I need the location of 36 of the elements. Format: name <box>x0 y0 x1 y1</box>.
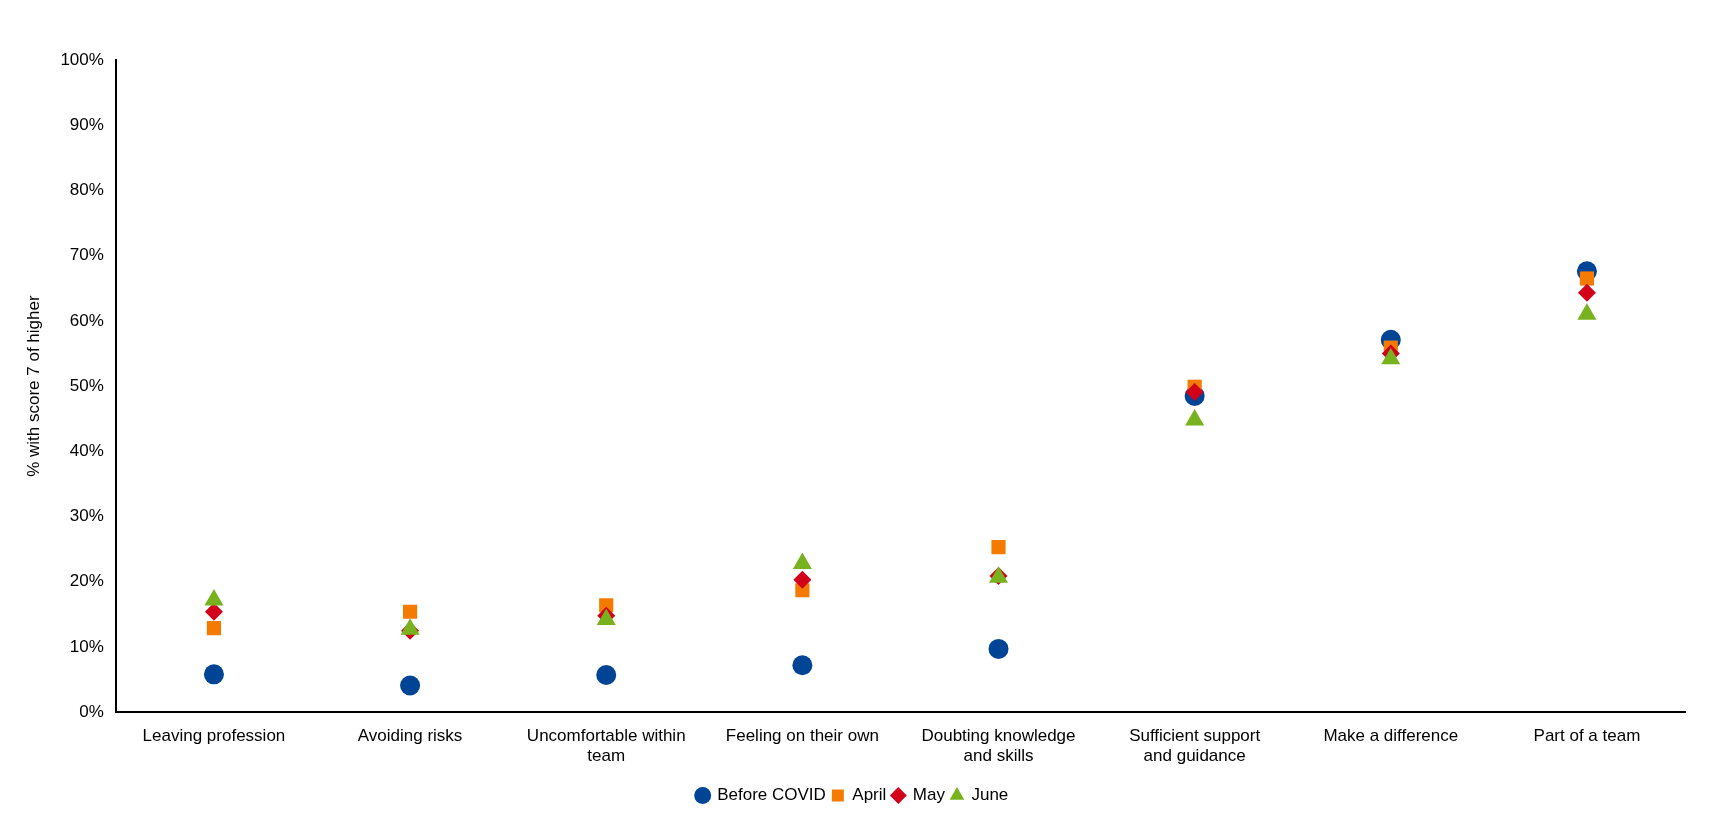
y-tick-label: 50% <box>69 375 104 395</box>
x-tick-label: Sufficient support and guidance <box>1129 726 1261 766</box>
point <box>400 675 421 696</box>
x-tick-label: Feeling on their own <box>725 726 879 746</box>
x-tick-label: Leaving profession <box>142 726 286 746</box>
x-tick-label: Make a difference <box>1323 726 1459 746</box>
legend-label: June <box>971 785 1009 805</box>
point <box>793 570 812 589</box>
y-tick-label: 100% <box>60 49 104 69</box>
point <box>206 621 222 636</box>
point <box>1185 382 1204 401</box>
point <box>1579 271 1594 286</box>
x-tick-label: Part of a team <box>1533 726 1641 746</box>
y-tick-label: 90% <box>69 114 104 134</box>
y-tick-label: 20% <box>69 571 104 591</box>
y-tick-label: 30% <box>69 506 104 526</box>
x-tick-label: Uncomfortable within team <box>526 726 686 766</box>
point <box>988 638 1009 659</box>
point <box>792 655 813 676</box>
legend-label: Before COVID <box>717 785 826 805</box>
y-tick-label: 0% <box>79 701 104 721</box>
legend-label: April <box>852 785 887 805</box>
y-tick-label: 10% <box>69 636 104 656</box>
point <box>596 665 617 686</box>
legend-label: May <box>912 785 946 805</box>
point <box>991 540 1006 555</box>
x-tick-label: Doubting knowledge and skills <box>921 726 1076 766</box>
y-tick-label: 40% <box>69 441 104 461</box>
y-axis-title: % with score 7 of higher <box>23 295 43 477</box>
y-tick-label: 70% <box>69 245 104 265</box>
y-tick-label: 80% <box>69 180 104 200</box>
y-tick-label: 60% <box>69 310 104 330</box>
point <box>1577 283 1596 302</box>
point <box>403 604 418 619</box>
x-tick-label: Avoiding risks <box>357 726 463 746</box>
point <box>203 664 224 685</box>
